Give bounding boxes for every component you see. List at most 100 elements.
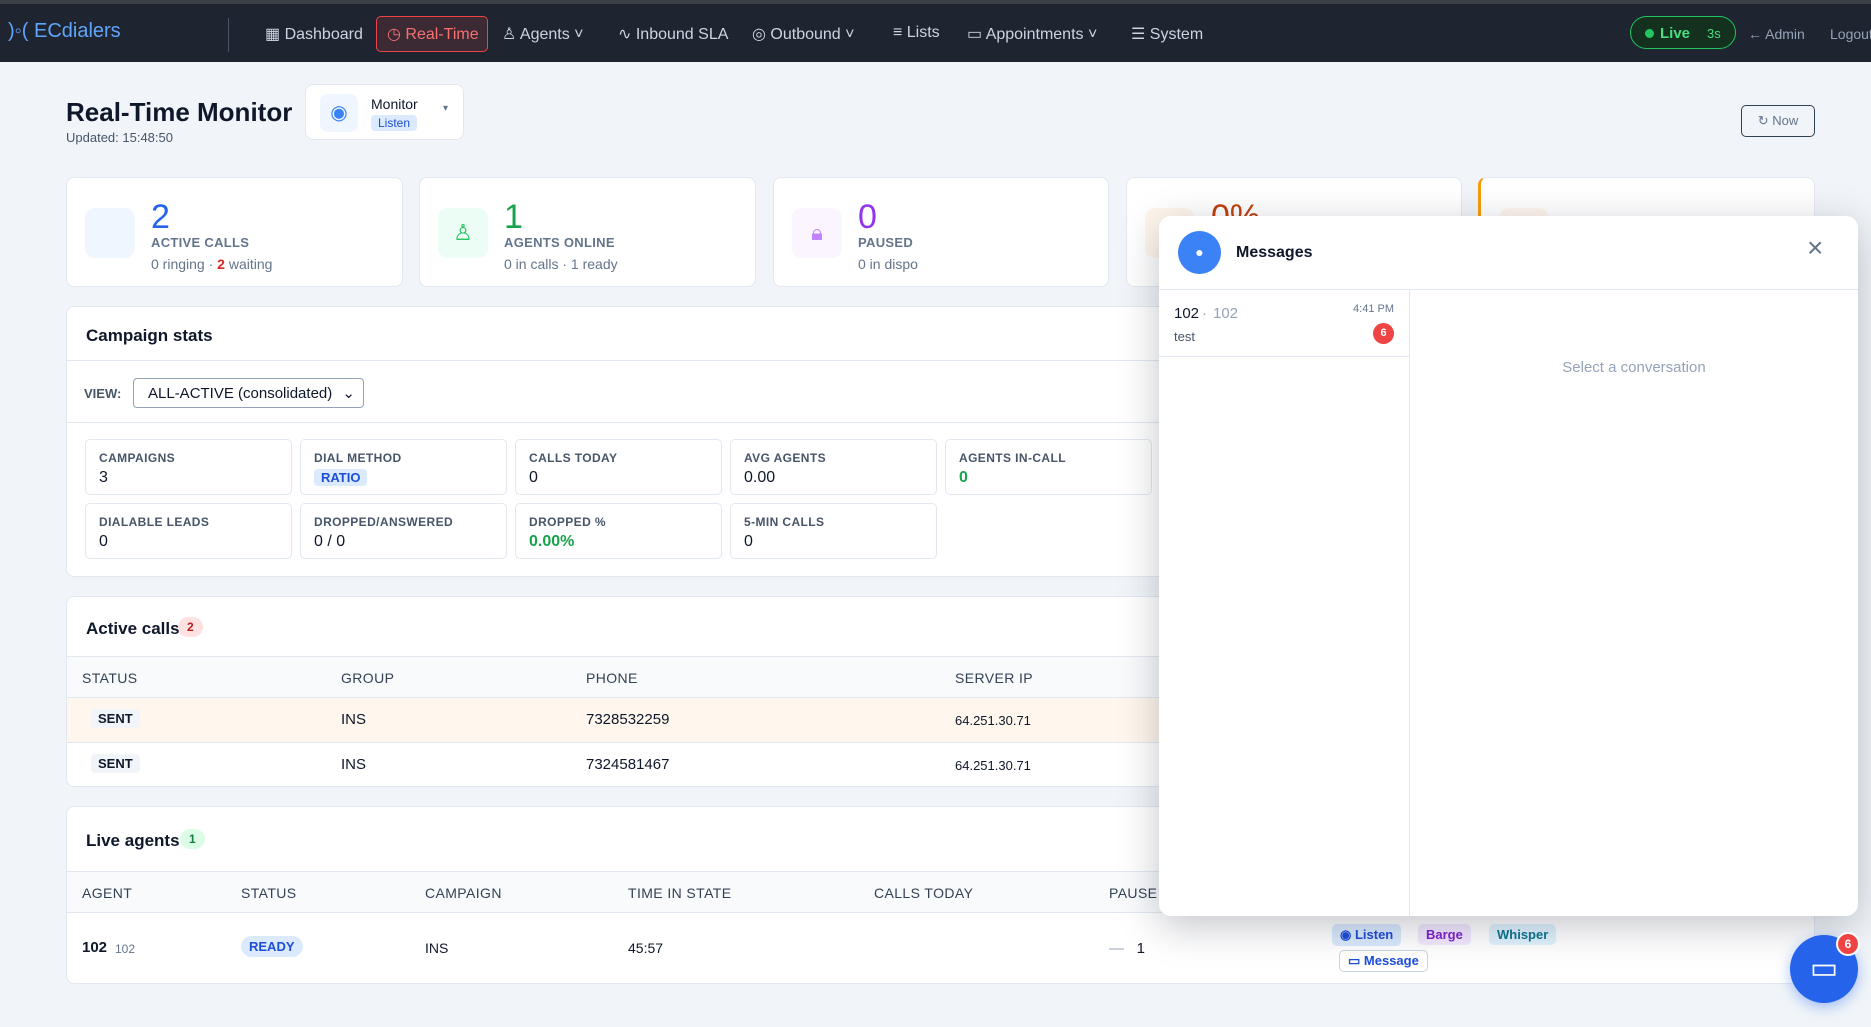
nav-item[interactable]: ◷ Real-Time: [387, 26, 479, 43]
time-in-state: 45:57: [628, 940, 664, 956]
nav-label: Real-Time: [405, 26, 479, 43]
refresh-button[interactable]: ↻ Now: [1741, 105, 1815, 137]
stat-box: AGENTS IN-CALL 0: [945, 439, 1152, 495]
kpi-sub-text: waiting: [228, 256, 273, 272]
column-header: PHONE: [586, 670, 638, 686]
close-button[interactable]: ×: [1807, 232, 1824, 263]
divider: [1159, 289, 1858, 290]
panel-title: Campaign stats: [86, 326, 213, 345]
stat-box: 5-MIN CALLS 0: [730, 503, 937, 559]
status-badge: READY: [241, 936, 303, 957]
stat-box: DIAL METHOD RATIO: [300, 439, 507, 495]
barge-button[interactable]: Barge: [1418, 924, 1471, 945]
user[interactable]: ← Admin: [1748, 26, 1805, 42]
column-header: STATUS: [82, 670, 138, 686]
nav-item[interactable]: ◎ Outbound ˅: [752, 26, 855, 43]
nav-item[interactable]: ♙ Agents ˅: [502, 26, 584, 43]
stat-label: DIALABLE LEADS: [99, 515, 210, 529]
kpi-card: 2 ACTIVE CALLS 0 ringing · 2 waiting: [66, 177, 403, 287]
view-label: VIEW:: [84, 386, 122, 401]
nav-label: Dashboard: [284, 26, 363, 43]
column-header: CALLS TODAY: [874, 885, 974, 901]
mode-select[interactable]: ◉ Monitor Listen ▾: [305, 84, 464, 140]
kpi-value: 2: [151, 198, 170, 236]
messages-panel: ● Messages × 102 · 102 4:41 PM test 6 Se…: [1159, 216, 1858, 916]
view-option: ALL-ACTIVE (consolidated): [148, 385, 333, 402]
column-header: AGENT: [82, 885, 133, 901]
view-select[interactable]: ALL-ACTIVE (consolidated) ⌄: [133, 378, 364, 408]
nav-item[interactable]: ∿ Inbound SLA: [618, 26, 729, 43]
stat-label: 5-MIN CALLS: [744, 515, 825, 529]
listen-button[interactable]: ◉ Listen: [1332, 924, 1402, 946]
eye-icon: ◉: [320, 94, 358, 132]
kpi-icon: [85, 208, 135, 258]
separator: ·: [1202, 305, 1207, 322]
divider: [67, 422, 1814, 423]
live-pill[interactable]: Live 3s: [1630, 16, 1736, 49]
panel-title: Live agents: [86, 831, 180, 850]
phone: 7324581467: [586, 756, 670, 773]
stat-label: DIAL METHOD: [314, 451, 402, 465]
caret: ⌄: [342, 385, 355, 402]
column-header: SERVER IP: [955, 670, 1034, 686]
conversation-id: 102: [1213, 305, 1239, 322]
page-title: Real-Time Monitor: [66, 97, 293, 127]
kpi-icon: 🔒︎: [792, 208, 842, 258]
nav-item[interactable]: ▦ Dashboard: [265, 26, 363, 43]
campaign: INS: [425, 940, 449, 956]
group: INS: [341, 756, 367, 773]
nav-label: Outbound: [770, 26, 841, 43]
agent-id: 102: [115, 942, 136, 956]
stat-value: 0: [99, 533, 108, 550]
kpi-sub-highlight: 2: [217, 256, 225, 272]
column-header: STATUS: [241, 885, 297, 901]
stat-box: AVG AGENTS 0.00: [730, 439, 937, 495]
conversation-preview: test: [1174, 329, 1195, 344]
phone: 7328532259: [586, 711, 670, 728]
live-interval: 3s: [1707, 26, 1721, 41]
mode: Monitor: [371, 96, 418, 112]
column-header: TIME IN STATE: [628, 885, 732, 901]
brand[interactable]: )◦( ECdialers: [8, 20, 121, 43]
whisper-button[interactable]: Whisper: [1489, 924, 1557, 945]
message-button[interactable]: ▭ Message: [1339, 950, 1428, 972]
mode-sub: Listen: [371, 115, 418, 131]
action-label: Listen: [1354, 927, 1394, 942]
nav-active: [376, 16, 488, 52]
kpi-icon: ♙: [438, 208, 488, 258]
stat-label: CALLS TODAY: [529, 451, 618, 465]
stat-label: DROPPED %: [529, 515, 606, 529]
kpi-sub: 0 in dispo: [858, 256, 918, 272]
stat-label: CAMPAIGNS: [99, 451, 176, 465]
nav-item[interactable]: ▭ Appointments ˅: [967, 26, 1098, 43]
kpi-value: 1: [504, 198, 523, 236]
server-ip: 64.251.30.71: [955, 758, 1031, 773]
kpi-label: ACTIVE CALLS: [151, 235, 250, 250]
conversation-time: 4:41 PM: [1353, 303, 1394, 315]
stat-box: DROPPED/ANSWERED 0 / 0: [300, 503, 507, 559]
stat-label: AGENTS IN-CALL: [959, 451, 1066, 465]
stat-box: CAMPAIGNS 3: [85, 439, 292, 495]
agent-name: 102: [82, 939, 108, 956]
logout[interactable]: Logout: [1830, 26, 1871, 42]
nav-label: Lists: [906, 24, 940, 41]
kpi-card: ♙ 1 AGENTS ONLINE 0 in calls · 1 ready: [419, 177, 756, 287]
stat-label: AVG AGENTS: [744, 451, 827, 465]
live-dot: [1645, 29, 1654, 38]
stat-value: 0.00: [744, 469, 776, 486]
nav-label: System: [1149, 26, 1204, 43]
messages-icon: ●: [1178, 231, 1221, 274]
updated: Updated: 15:48:50: [66, 130, 173, 145]
group: INS: [341, 711, 367, 728]
stat-value: 0 / 0: [314, 533, 346, 550]
kpi-sub-text: 0 ringing ·: [151, 256, 214, 272]
kpi-sub: 0 ringing · 2 waiting: [151, 256, 272, 272]
count-badge: 1: [180, 829, 205, 849]
divider: [1409, 289, 1410, 916]
column-header: PAUSE C: [1109, 885, 1173, 901]
nav-item[interactable]: ≡ Lists: [893, 24, 940, 41]
conversation-item[interactable]: 102 · 102 4:41 PM test 6: [1159, 290, 1409, 357]
nav-item[interactable]: ☰ System: [1131, 26, 1204, 43]
